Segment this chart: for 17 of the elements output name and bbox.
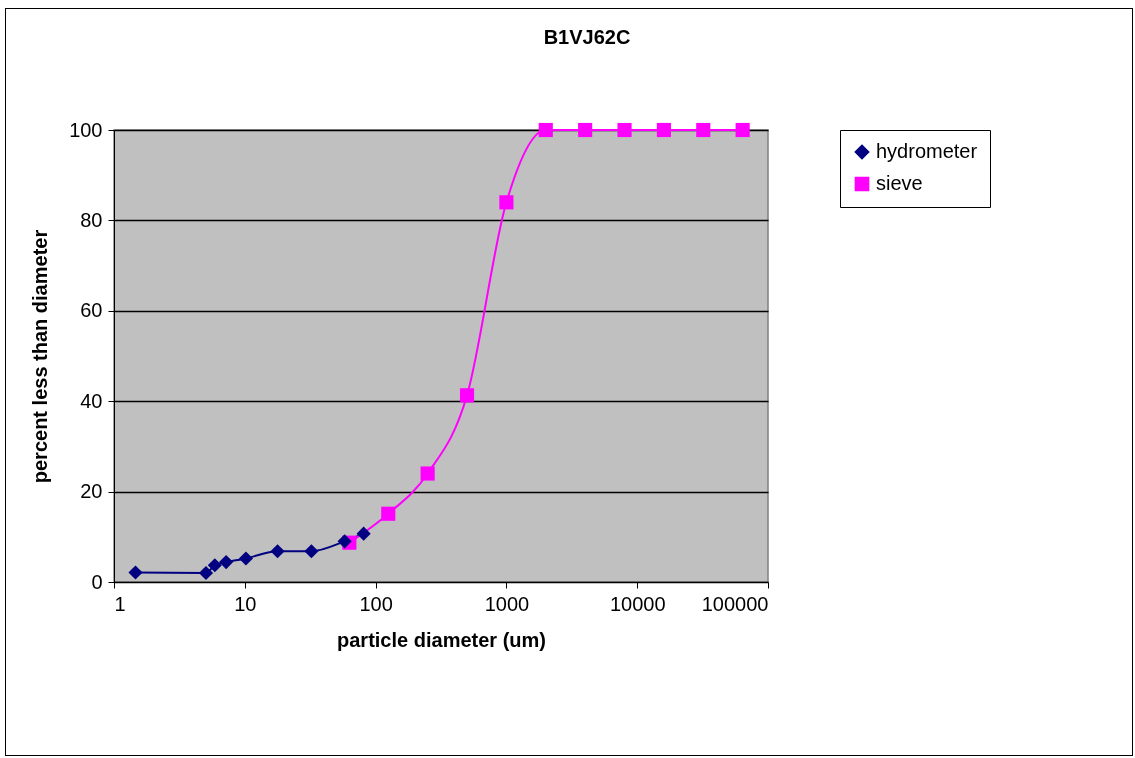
- y-tick-label: 60: [80, 299, 103, 322]
- x-axis-title: particle diameter (um): [337, 628, 546, 651]
- legend-label: hydrometer: [876, 140, 978, 162]
- x-tick-label: 10: [234, 592, 257, 615]
- y-tick-label: 100: [69, 118, 103, 141]
- x-tick-label: 10000: [609, 592, 666, 615]
- x-tick-label: 100000: [701, 592, 769, 615]
- y-tick-label: 40: [80, 389, 103, 412]
- y-tick-label: 0: [91, 570, 103, 593]
- x-tick-label: 1: [114, 592, 126, 615]
- y-tick-label: 80: [80, 208, 103, 231]
- y-axis-title: percent less than diameter: [29, 229, 52, 484]
- chart-title: B1VJ62C: [543, 26, 631, 48]
- x-tick-label: 1000: [484, 592, 530, 615]
- legend-label: sieve: [876, 172, 923, 194]
- y-tick-label: 20: [80, 480, 103, 503]
- x-tick-label: 100: [359, 592, 393, 615]
